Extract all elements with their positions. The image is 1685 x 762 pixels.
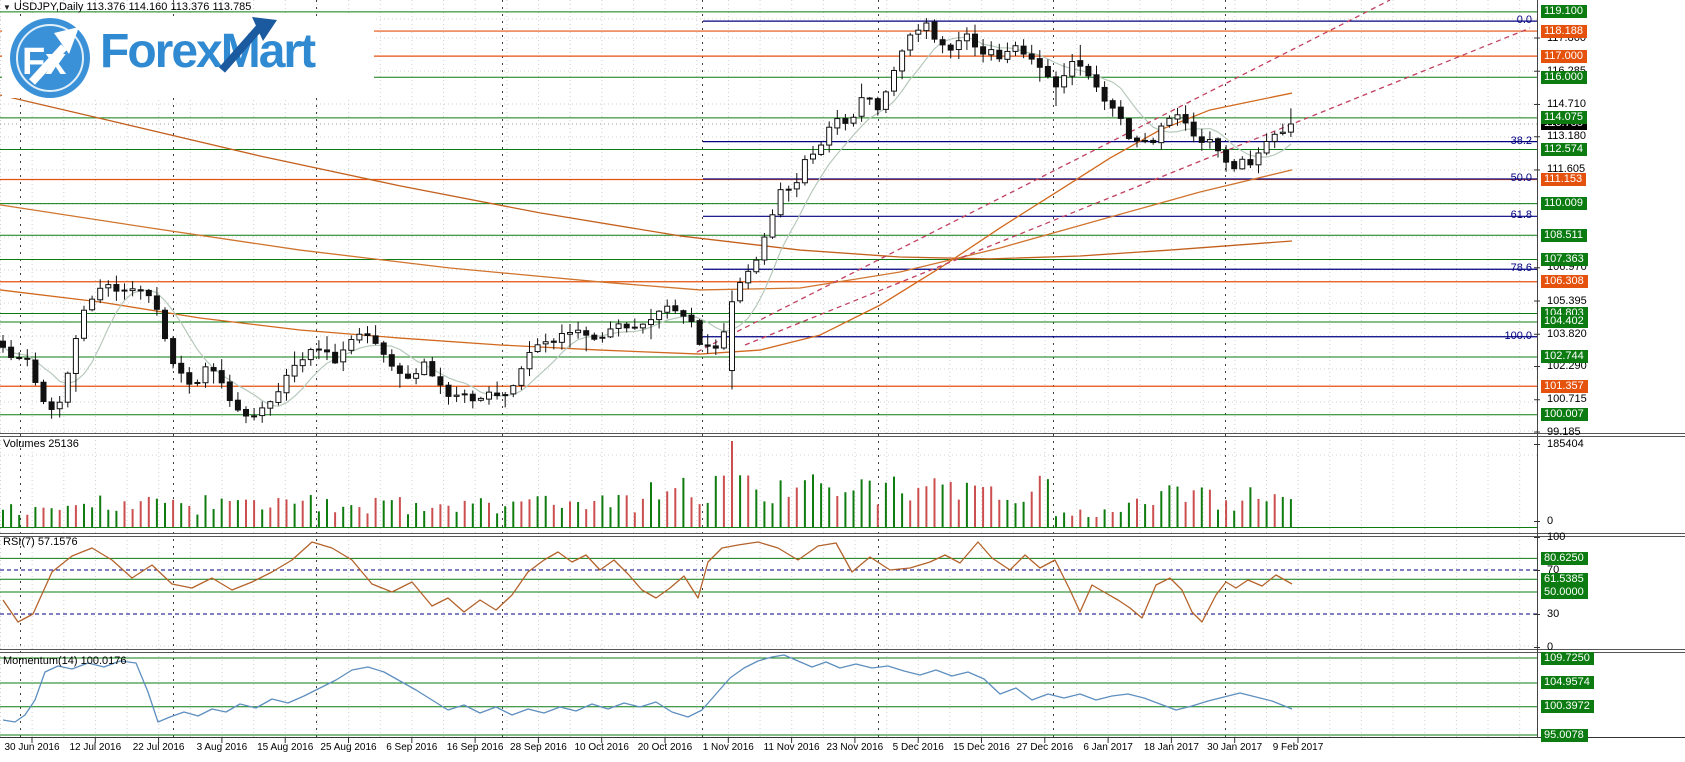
volume-pane-label: Volumes 25136 (3, 438, 79, 450)
axis-label-119-100: 119.100 (1541, 5, 1587, 18)
date-label: 1 Nov 2016 (702, 742, 754, 753)
badge-arrow-icon (29, 44, 67, 85)
date-label: 11 Nov 2016 (763, 742, 820, 753)
date-label: 23 Nov 2016 (826, 742, 884, 753)
date-label: 28 Sep 2016 (510, 742, 567, 753)
chart-title-text: USDJPY,Daily 113.376 114.160 113.376 113… (13, 1, 252, 13)
date-label: 30 Jun 2016 (4, 742, 60, 753)
date-label: 22 Jul 2016 (132, 742, 185, 753)
axis-label-101-357: 101.357 (1541, 380, 1588, 393)
fib-label-50.0: 50.0 (1510, 172, 1532, 184)
axis-label-103-820: 103.820 (1547, 328, 1587, 340)
axis-label-rsi-50.0000: 50.0000 (1541, 586, 1588, 599)
axis-label-106-308: 106.308 (1541, 275, 1588, 288)
date-label: 18 Jan 2017 (1143, 742, 1199, 753)
logo-wordmark: ForexMart (100, 25, 316, 78)
chart-title: ▼ USDJPY,Daily 113.376 114.160 113.376 11… (3, 1, 251, 13)
date-label: 10 Oct 2016 (574, 742, 629, 753)
axis-label-vol-185404: 185404 (1547, 438, 1584, 450)
date-label: 6 Sep 2016 (386, 742, 438, 753)
axis-label-107-363: 107.363 (1541, 253, 1588, 266)
axis-label-mom-100.3972: 100.3972 (1541, 700, 1594, 713)
date-label: 16 Sep 2016 (446, 742, 504, 753)
axis-label-102-744: 102.744 (1541, 350, 1588, 363)
date-label: 15 Aug 2016 (257, 742, 314, 753)
axis-label-mom-95.0078: 95.0078 (1541, 729, 1588, 742)
date-label: 12 Jul 2016 (69, 742, 122, 753)
axis-label-rsi-0: 0 (1547, 641, 1554, 653)
axis-label-112-574: 112.574 (1541, 143, 1587, 156)
axis-label-104-402: 104.402 (1541, 315, 1588, 328)
axis-label-113-180: 113.180 (1547, 130, 1586, 142)
axis-label-rsi-61.5385: 61.5385 (1541, 573, 1588, 586)
axis-label-111-153: 111.153 (1541, 173, 1587, 186)
fib-label-0.0: 0.0 (1516, 14, 1532, 26)
date-label: 5 Dec 2016 (892, 742, 944, 753)
symbol-dropdown-marker-icon[interactable]: ▼ (3, 3, 11, 12)
axis-label-111-605: 111.605 (1547, 163, 1586, 175)
fx-badge-icon: Fx (10, 18, 90, 98)
axis-label-105-395: 105.395 (1547, 295, 1587, 307)
axis-label-102-290: 102.290 (1547, 360, 1587, 372)
date-label: 15 Dec 2016 (953, 742, 1010, 753)
axis-label-114-075: 114.075 (1541, 111, 1587, 124)
momentum-pane-label: Momentum(14) 100.0176 (3, 655, 127, 667)
axis-label-108-511: 108.511 (1541, 229, 1587, 242)
logo-arrow-icon (219, 17, 277, 73)
badge-arrowhead-icon (54, 27, 79, 54)
rsi-pane-label: RSI(7) 57.1576 (3, 536, 78, 548)
date-label: 30 Jan 2017 (1207, 742, 1263, 753)
axis-label-100-715: 100.715 (1547, 393, 1587, 405)
fib-label-61.8: 61.8 (1510, 209, 1532, 221)
forexmart-logo: Fx ForexMart (2, 16, 374, 98)
axis-label-vol-0: 0 (1547, 515, 1554, 527)
date-label: 20 Oct 2016 (637, 742, 693, 753)
axis-label-mom-109.7250: 109.7250 (1541, 652, 1594, 665)
axis-label-110-009: 110.009 (1541, 197, 1587, 210)
fib-label-100.0: 100.0 (1504, 330, 1532, 342)
date-label: 9 Feb 2017 (1272, 742, 1324, 753)
date-label: 25 Aug 2016 (320, 742, 377, 753)
axis-label-mom-104.9574: 104.9574 (1541, 676, 1594, 689)
fib-label-38.2: 38.2 (1510, 135, 1532, 147)
fib-label-78.6: 78.6 (1510, 262, 1532, 274)
axis-label-114-710: 114.710 (1547, 98, 1586, 110)
axis-label-117-000: 117.000 (1541, 50, 1587, 63)
axis-label-99-185: 99.185 (1547, 426, 1581, 438)
axis-label-100-007: 100.007 (1541, 408, 1588, 421)
date-label: 27 Dec 2016 (1016, 742, 1074, 753)
axis-label-rsi-30: 30 (1547, 608, 1560, 620)
date-label: 6 Jan 2017 (1083, 742, 1133, 753)
axis-label-rsi-80.6250: 80.6250 (1541, 552, 1588, 565)
axis-label-118-188: 118.188 (1541, 25, 1587, 38)
axis-label-116-000: 116.000 (1541, 71, 1587, 84)
date-label: 3 Aug 2016 (196, 742, 248, 753)
axis-label-rsi-100: 100 (1547, 531, 1566, 543)
